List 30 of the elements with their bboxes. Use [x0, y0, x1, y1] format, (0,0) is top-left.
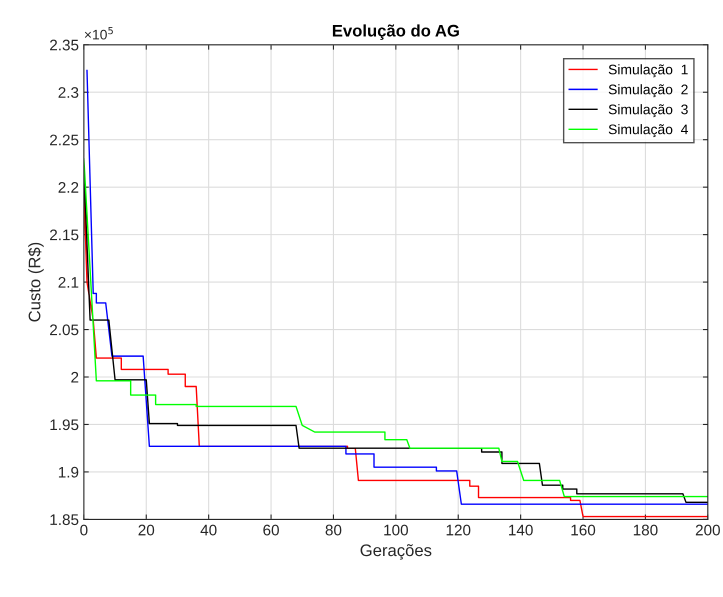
- x-tick-label: 120: [446, 524, 470, 536]
- x-axis-title: Gerações: [360, 544, 432, 560]
- x-tick-label: 80: [326, 524, 342, 536]
- x-tick-label: 20: [138, 524, 154, 536]
- legend-label: Simulação 1: [608, 64, 688, 78]
- y-tick-label: 2.15: [50, 229, 78, 240]
- chart-title: Evolução do AG: [332, 24, 459, 40]
- x-tick-label: 180: [634, 524, 658, 536]
- x-tick-label: 60: [263, 524, 279, 536]
- x-tick-label: 140: [509, 524, 533, 536]
- y-tick-label: 2: [71, 372, 78, 383]
- y-tick-label: 2.25: [50, 134, 78, 146]
- x-tick-label: 200: [696, 524, 720, 536]
- legend-label: Simulação 2: [608, 84, 688, 98]
- legend-label: Simulação 3: [608, 104, 688, 118]
- y-tick-label: 2.35: [50, 40, 78, 50]
- x-tick-label: 100: [384, 524, 408, 536]
- y-tick-label: 1.9: [58, 466, 78, 478]
- y-tick-label: 1.95: [50, 419, 78, 430]
- y-tick-label: 2.1: [58, 276, 78, 288]
- x-tick-label: 40: [200, 524, 217, 536]
- text: ×10$^{5}$: [84, 27, 113, 40]
- y-axis-title: Custo (R$): [28, 242, 44, 322]
- y-tick-label: 2.05: [50, 324, 78, 336]
- y-tick-label: 1.85: [50, 514, 78, 526]
- y-tick-label: 2.2: [58, 182, 78, 193]
- legend-label: Simulação 4: [608, 124, 688, 138]
- x-tick-label: 0: [80, 524, 88, 536]
- x-tick-label: 160: [571, 524, 596, 536]
- y-tick-label: 2.3: [58, 87, 78, 98]
